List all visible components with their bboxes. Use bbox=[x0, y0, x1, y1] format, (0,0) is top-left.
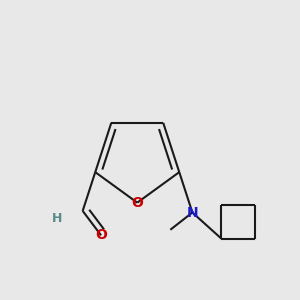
Text: O: O bbox=[131, 196, 143, 210]
Text: N: N bbox=[187, 206, 198, 220]
Text: O: O bbox=[95, 228, 107, 242]
Text: H: H bbox=[52, 212, 62, 225]
